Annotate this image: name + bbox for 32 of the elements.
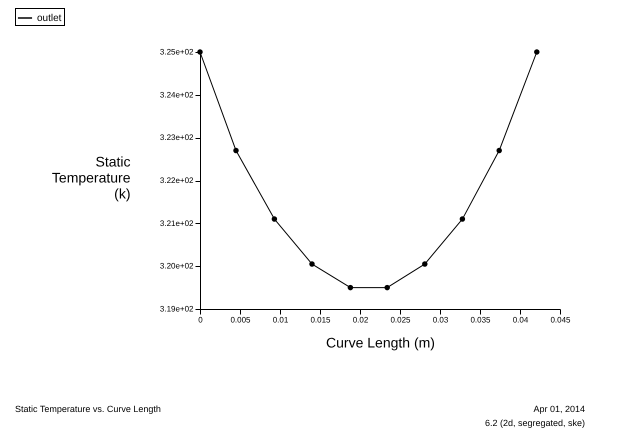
text: Apr 01, 2014 [533,404,585,414]
y-tick-label: 3.23e+02 [160,133,194,142]
y-tick-label: 3.19e+02 [160,304,194,314]
point [348,284,354,290]
point [233,148,239,154]
x-axis-title: Curve Length (m) [326,334,435,350]
x-tick-label: 0.04 [512,316,529,324]
x-tick-label: 0.02 [352,316,369,324]
y-axis-title: Static Temperature (k) [52,154,131,202]
y-tick-label: 3.21e+02 [160,218,194,228]
x-tick-label: 0.03 [432,316,449,324]
point [309,261,315,267]
x-tick-label: 0 [198,316,204,324]
point [496,148,502,154]
x-tick-label: 0.035 [470,316,492,324]
text: Static Temperature vs. Curve Length [15,404,161,414]
x-tick-label: 0.015 [310,316,332,324]
x-tick-label: 0.005 [230,316,252,324]
y-tick-label: 3.20e+02 [160,262,194,271]
legend-label: outlet [37,13,62,24]
x-tick-label: 0.045 [550,316,572,324]
point [422,261,428,267]
x-tick-label: 0.01 [272,316,289,324]
y-tick-label: 3.25e+02 [160,48,194,56]
point [534,49,540,55]
point [460,216,466,222]
y-tick-label: 3.22e+02 [160,176,194,185]
point [272,216,278,222]
point [384,284,390,290]
y-tick-label: 3.24e+02 [160,90,194,100]
x-tick-label: 0.025 [390,316,412,324]
text: 6.2 (2d, segregated, ske) [484,418,585,428]
